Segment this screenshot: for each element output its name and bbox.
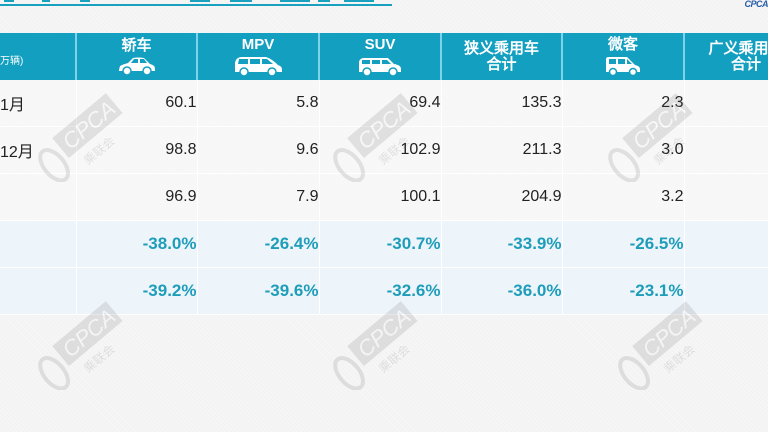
table-row: 12月 98.8 9.6 102.9 211.3 3.0 2 bbox=[0, 126, 768, 174]
cell-broad-total: 20 bbox=[684, 173, 768, 221]
cell-broad-total: -35 bbox=[684, 267, 768, 315]
header-minivan: 微客 bbox=[562, 33, 685, 80]
cell-broad-total: 13 bbox=[684, 80, 768, 127]
cell-mpv: 7.9 bbox=[197, 173, 320, 221]
cell-suv: 102.9 bbox=[319, 126, 442, 174]
row-label: 12月 bbox=[0, 126, 77, 174]
cell-minivan: -23.1% bbox=[562, 267, 685, 315]
cell-narrow-total: 204.9 bbox=[441, 173, 563, 221]
cell-narrow-total: 135.3 bbox=[441, 80, 563, 127]
cell-broad-total: -33 bbox=[684, 220, 768, 268]
row-label bbox=[0, 173, 77, 221]
header-unit-cell: 万辆) bbox=[0, 33, 77, 80]
cell-narrow-total: -36.0% bbox=[441, 267, 563, 315]
header-suv: SUV bbox=[319, 33, 442, 80]
cpca-logo: CPCA bbox=[744, 0, 768, 9]
cell-sedan: 96.9 bbox=[76, 173, 198, 221]
cell-minivan: 2.3 bbox=[562, 80, 685, 127]
cell-minivan: 3.2 bbox=[562, 173, 685, 221]
header-sedan: 轿车 bbox=[76, 33, 198, 80]
cell-minivan: -26.5% bbox=[562, 220, 685, 268]
cell-suv: 69.4 bbox=[319, 80, 442, 127]
unit-label: 万辆) bbox=[0, 56, 24, 67]
row-label bbox=[0, 220, 77, 268]
header-label: 狭义乘用车 bbox=[463, 39, 539, 57]
header-label: 微客 bbox=[607, 35, 638, 53]
cell-sedan: -39.2% bbox=[76, 267, 198, 315]
cell-mpv: 9.6 bbox=[197, 126, 320, 174]
title-text-fragment bbox=[344, 0, 374, 2]
sedan-icon bbox=[118, 57, 155, 76]
cell-narrow-total: -33.9% bbox=[441, 220, 563, 268]
cell-suv: -32.6% bbox=[319, 267, 442, 315]
table-header-row: 万辆) 轿车 MPV SUV 狭义乘用车 合计 微客 广义乘用 bbox=[0, 33, 768, 80]
title-underline bbox=[0, 0, 392, 6]
mpv-icon bbox=[235, 56, 282, 77]
row-label: 1月 bbox=[0, 80, 77, 127]
svg-text:乘联会: 乘联会 bbox=[81, 342, 118, 376]
title-text-fragment bbox=[318, 0, 330, 2]
cell-sedan: -38.0% bbox=[76, 220, 198, 268]
cell-suv: 100.1 bbox=[319, 173, 442, 221]
title-text-fragment bbox=[42, 0, 50, 2]
cell-suv: -30.7% bbox=[319, 220, 442, 268]
header-label: 轿车 bbox=[121, 36, 152, 54]
header-label: 广义乘用车 bbox=[708, 39, 768, 57]
header-mpv: MPV bbox=[197, 33, 320, 80]
title-text-fragment bbox=[230, 0, 252, 2]
cell-mpv: 5.8 bbox=[197, 80, 320, 127]
header-label: MPV bbox=[241, 35, 275, 53]
title-text-fragment bbox=[280, 0, 310, 2]
cell-mpv: -39.6% bbox=[197, 267, 320, 315]
table-row: 1月 60.1 5.8 69.4 135.3 2.3 13 bbox=[0, 80, 768, 127]
table-row-pct: -38.0% -26.4% -30.7% -33.9% -26.5% -33 bbox=[0, 220, 768, 268]
cell-minivan: 3.0 bbox=[562, 126, 685, 174]
minivan-icon bbox=[606, 56, 640, 76]
header-sublabel: 合计 bbox=[486, 55, 517, 73]
cell-broad-total: 2 bbox=[684, 126, 768, 174]
sales-table: 万辆) 轿车 MPV SUV 狭义乘用车 合计 微客 广义乘用 bbox=[0, 33, 768, 315]
cell-sedan: 98.8 bbox=[76, 126, 198, 174]
header-narrow-total: 狭义乘用车 合计 bbox=[441, 33, 563, 80]
table-row: 96.9 7.9 100.1 204.9 3.2 20 bbox=[0, 173, 768, 221]
cell-sedan: 60.1 bbox=[76, 80, 198, 127]
svg-text:乘联会: 乘联会 bbox=[376, 342, 413, 376]
title-text-fragment bbox=[190, 0, 210, 2]
title-text-fragment bbox=[4, 0, 14, 2]
header-label: SUV bbox=[364, 35, 396, 53]
header-sublabel: 合计 bbox=[730, 55, 761, 73]
cell-mpv: -26.4% bbox=[197, 220, 320, 268]
row-label bbox=[0, 267, 77, 315]
table-row-pct: -39.2% -39.6% -32.6% -36.0% -23.1% -35 bbox=[0, 267, 768, 315]
svg-text:乘联会: 乘联会 bbox=[661, 342, 698, 376]
cell-narrow-total: 211.3 bbox=[441, 126, 563, 174]
header-broad-total: 广义乘用车 合计 bbox=[684, 33, 768, 80]
title-text-fragment bbox=[80, 0, 90, 2]
suv-icon bbox=[359, 57, 401, 77]
